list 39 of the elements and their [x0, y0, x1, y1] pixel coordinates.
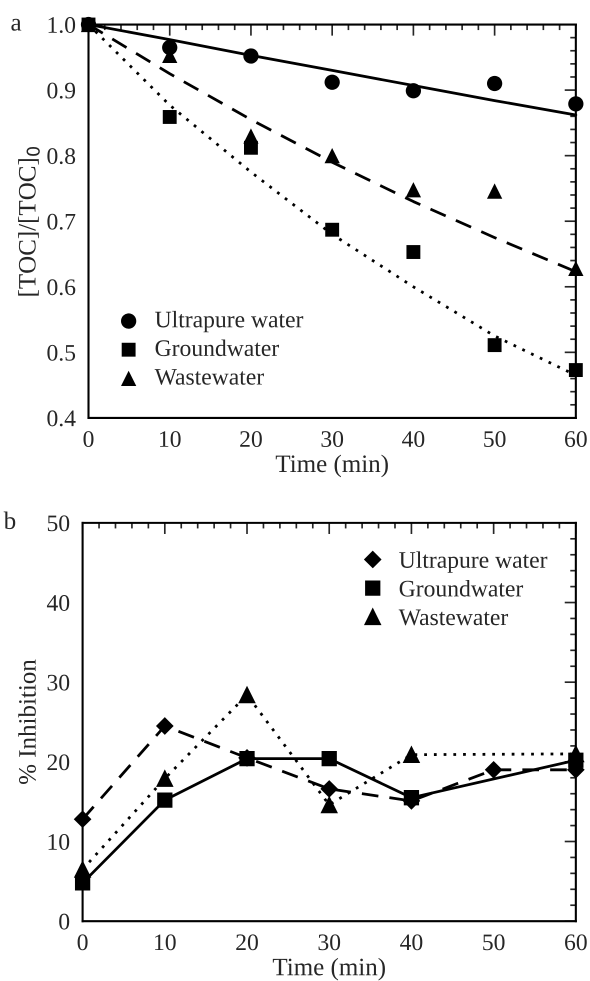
x-tick-label: 0	[78, 934, 88, 950]
y-tick-label: 10	[48, 834, 70, 850]
text: a	[11, 18, 22, 31]
legend-label: Groundwater	[156, 340, 279, 356]
x-tick-label: 30	[321, 431, 344, 448]
legend-label: Ultrapure water	[399, 551, 548, 573]
x-tick-label: 60	[565, 934, 587, 950]
x-tick-label: 40	[400, 934, 422, 950]
y-tick-label: 0.5	[47, 344, 76, 361]
x-tick-label: 30	[318, 934, 340, 950]
x-tick-label: 20	[236, 934, 258, 950]
x-tick-label: 20	[240, 431, 262, 448]
x-axis-title: Time (min)	[276, 454, 388, 478]
y-tick-label: 1.0	[48, 17, 76, 34]
text: b	[4, 512, 16, 530]
y-tick-label: 0.8	[47, 148, 76, 164]
y-axis-title: [TOC]/[TOC]$_{0}$	[18, 147, 40, 296]
y-tick-label: 50	[48, 515, 70, 532]
x-tick-label: 10	[160, 431, 181, 448]
y-tick-label: 0.4	[47, 410, 76, 426]
y-axis-title: % Inhibition	[18, 660, 36, 784]
x-tick-label: 50	[484, 431, 506, 448]
y-tick-label: 40	[46, 595, 70, 611]
y-tick-label: 0	[59, 914, 70, 930]
legend-label: Wastewater	[398, 610, 508, 626]
x-tick-label: 40	[402, 431, 424, 448]
x-tick-label: 60	[565, 431, 587, 448]
y-tick-label: 0.6	[47, 279, 76, 296]
y-tick-label: 0.7	[47, 214, 76, 230]
x-tick-label: 0	[83, 431, 94, 448]
legend-label: Ultrapure water	[155, 310, 304, 332]
legend-label: Wastewater	[154, 369, 264, 385]
x-tick-label: 10	[155, 934, 176, 950]
y-tick-label: 0.9	[47, 82, 76, 99]
y-tick-label: 30	[48, 674, 70, 691]
y-tick-label: 20	[48, 754, 70, 770]
legend-label: Groundwater	[400, 580, 524, 597]
x-axis-title: Time (min)	[272, 958, 385, 981]
x-tick-label: 50	[483, 934, 505, 950]
